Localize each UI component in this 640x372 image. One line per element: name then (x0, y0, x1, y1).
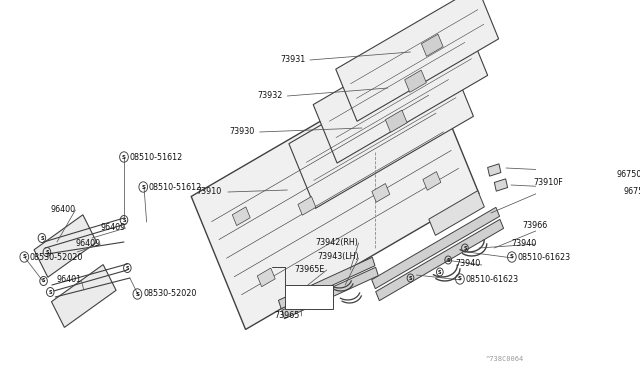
Polygon shape (372, 207, 500, 289)
Text: S: S (463, 246, 467, 250)
Text: S: S (409, 276, 412, 280)
Text: 73942(RH): 73942(RH) (316, 237, 358, 247)
Text: 96750A: 96750A (617, 170, 640, 179)
Text: 73965E: 73965E (294, 264, 325, 273)
Text: S: S (49, 289, 52, 295)
Text: 08510-61623: 08510-61623 (465, 275, 518, 283)
Text: S: S (125, 266, 129, 270)
Polygon shape (376, 219, 504, 301)
Polygon shape (282, 267, 378, 319)
Text: S: S (510, 254, 514, 260)
Polygon shape (336, 0, 499, 121)
Polygon shape (278, 257, 375, 309)
Text: 73940: 73940 (512, 238, 537, 247)
Polygon shape (34, 215, 97, 277)
Text: 73930: 73930 (229, 126, 255, 135)
Polygon shape (257, 268, 275, 287)
Polygon shape (313, 17, 488, 163)
Text: S: S (122, 154, 126, 160)
Polygon shape (191, 61, 479, 330)
Text: 73940: 73940 (456, 260, 481, 269)
Text: 96400: 96400 (51, 205, 76, 214)
Text: S: S (40, 235, 44, 241)
Text: S: S (438, 269, 442, 275)
Text: S: S (22, 254, 26, 260)
Text: 96750: 96750 (623, 186, 640, 196)
Text: 08530-52020: 08530-52020 (30, 253, 83, 262)
Polygon shape (429, 191, 484, 235)
Text: 73931: 73931 (280, 55, 306, 64)
Text: 08510-51612: 08510-51612 (129, 153, 183, 161)
Text: 96401: 96401 (56, 275, 81, 283)
Text: S: S (122, 218, 125, 222)
Text: S: S (45, 250, 49, 254)
Polygon shape (421, 34, 443, 56)
Text: S: S (458, 276, 462, 282)
Bar (285, 285, 333, 309)
Text: 73910: 73910 (196, 186, 222, 196)
Polygon shape (289, 52, 474, 208)
Polygon shape (404, 70, 426, 92)
Polygon shape (488, 164, 501, 176)
Polygon shape (372, 183, 390, 202)
Text: 73943(LH): 73943(LH) (317, 251, 358, 260)
Polygon shape (51, 264, 116, 327)
Text: 08510-51612: 08510-51612 (149, 183, 202, 192)
Text: ^738C0064: ^738C0064 (485, 356, 524, 362)
Text: S: S (447, 257, 450, 263)
Text: S: S (141, 185, 145, 189)
Polygon shape (298, 196, 316, 215)
Text: 08510-61623: 08510-61623 (518, 253, 571, 262)
Text: 73910F: 73910F (533, 177, 563, 186)
Polygon shape (385, 110, 407, 132)
Polygon shape (423, 171, 441, 190)
Text: 96409: 96409 (100, 222, 125, 231)
Text: S: S (42, 279, 45, 283)
Polygon shape (494, 179, 508, 191)
Text: 73932: 73932 (258, 90, 283, 99)
Polygon shape (232, 207, 250, 225)
Text: 08530-52020: 08530-52020 (143, 289, 196, 298)
Text: 73966: 73966 (523, 221, 548, 230)
Text: 73965: 73965 (275, 311, 300, 320)
Text: 96409: 96409 (76, 238, 100, 247)
Text: S: S (136, 292, 140, 296)
